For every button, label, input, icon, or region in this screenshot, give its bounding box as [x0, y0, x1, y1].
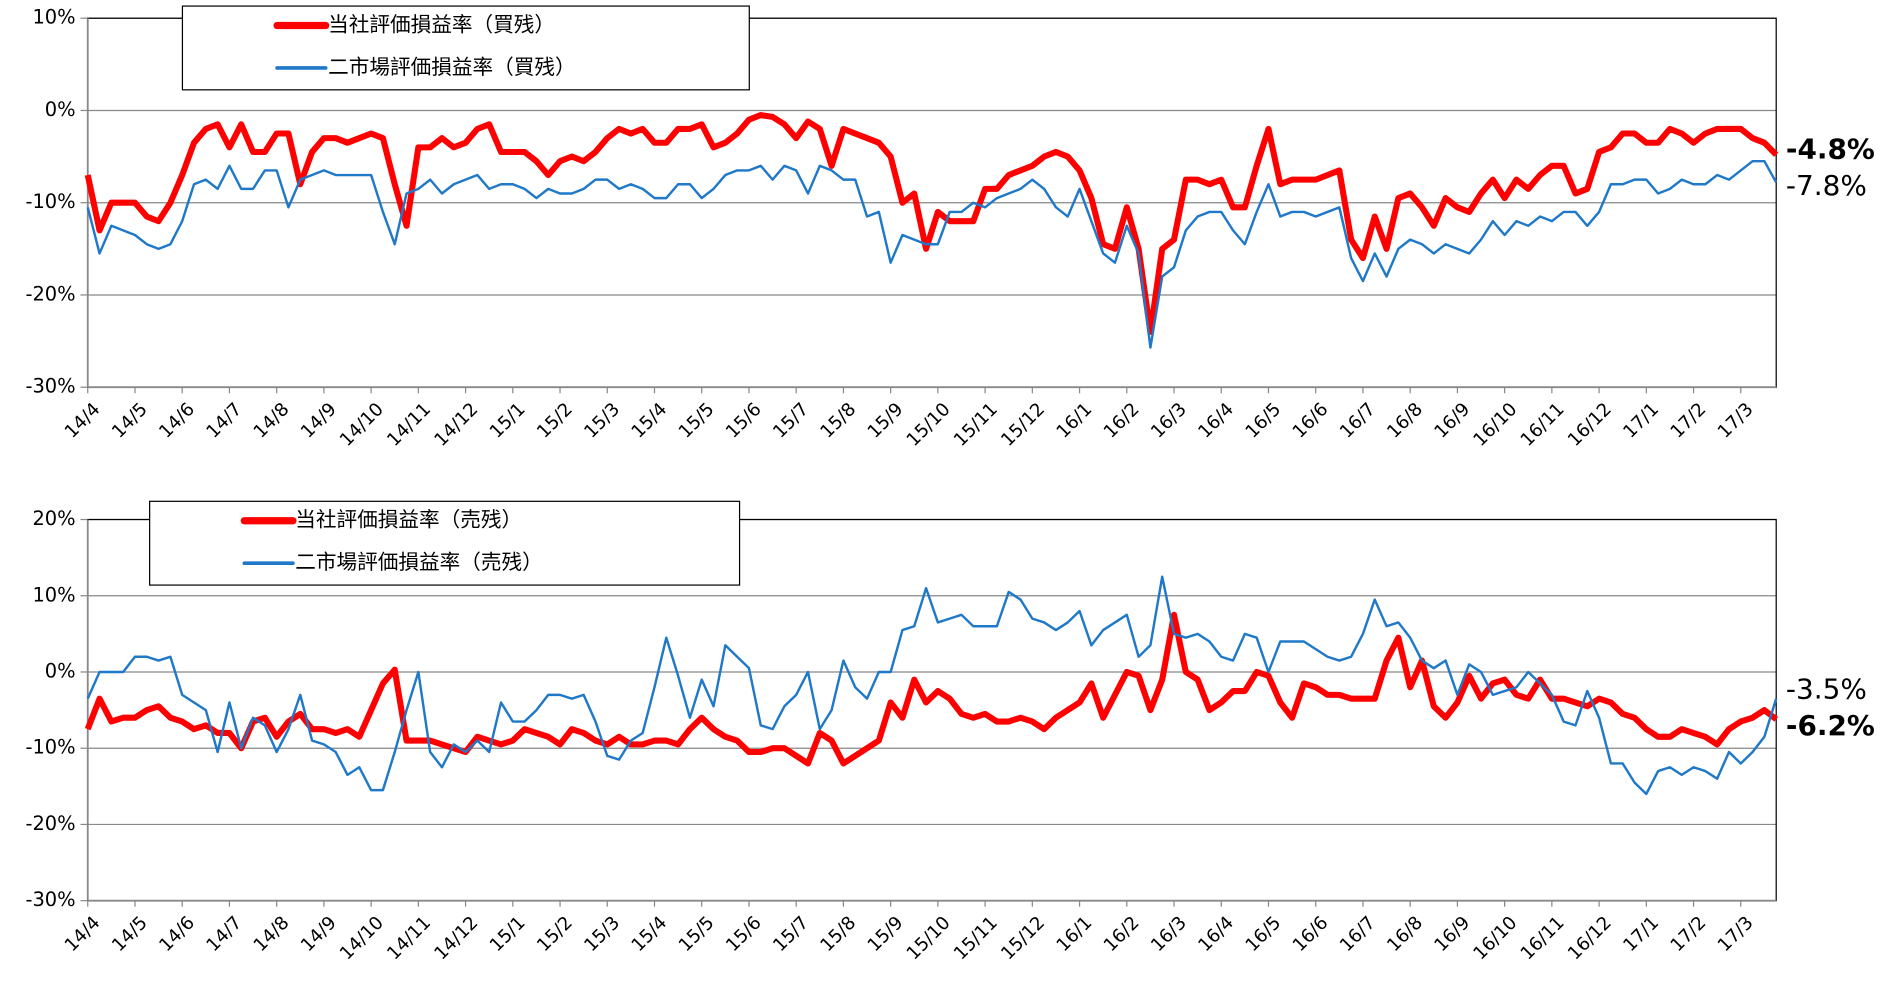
end-label: -6.2% [1786, 709, 1875, 742]
x-tick-label: 15/5 [675, 912, 719, 956]
x-tick-label: 17/3 [1714, 912, 1758, 956]
x-tick-label: 14/7 [202, 399, 246, 443]
series-line [86, 159, 1778, 349]
x-tick-label: 17/1 [1619, 912, 1663, 956]
x-tick-label: 16/3 [1147, 399, 1191, 443]
series-line [84, 112, 1779, 335]
x-tick-label: 15/1 [486, 399, 530, 443]
x-tick-label: 16/7 [1336, 399, 1380, 443]
x-tick-label: 16/5 [1242, 912, 1286, 956]
x-tick-label: 14/7 [202, 912, 246, 956]
x-tick-label: 15/7 [769, 399, 813, 443]
x-tick-label: 15/2 [533, 399, 577, 443]
x-tick-label: 15/11 [950, 399, 1002, 451]
x-tick-label: 15/6 [722, 399, 766, 443]
x-tick-label: 15/4 [628, 912, 672, 956]
x-tick-label: 16/8 [1383, 912, 1427, 956]
y-tick-label: 10% [32, 6, 75, 29]
x-tick-label: 16/1 [1053, 399, 1097, 443]
y-tick-label: 0% [45, 98, 76, 121]
x-tick-label: 15/12 [997, 912, 1049, 964]
legend-label: 二市場評価損益率（売残） [295, 550, 543, 574]
x-tick-label: 14/9 [297, 912, 341, 956]
x-tick-label: 17/2 [1667, 399, 1711, 443]
x-tick-label: 15/7 [769, 912, 813, 956]
y-tick-label: 10% [32, 583, 75, 606]
x-tick-label: 14/11 [383, 399, 435, 451]
x-tick-label: 16/8 [1383, 399, 1427, 443]
x-tick-label: 15/12 [997, 399, 1049, 451]
x-tick-label: 15/1 [486, 912, 530, 956]
x-tick-label: 15/11 [950, 912, 1002, 964]
x-tick-label: 15/3 [580, 399, 624, 443]
x-tick-label: 16/11 [1517, 912, 1569, 964]
x-tick-label: 16/4 [1194, 399, 1238, 443]
y-tick-label: -20% [25, 282, 75, 305]
x-tick-label: 16/9 [1430, 399, 1474, 443]
x-tick-label: 15/8 [816, 399, 860, 443]
x-tick-label: 16/2 [1100, 399, 1144, 443]
x-tick-label: 15/9 [864, 912, 908, 956]
x-tick-label: 15/6 [722, 912, 766, 956]
y-tick-label: -10% [25, 736, 75, 759]
x-tick-label: 14/12 [430, 912, 482, 964]
y-tick-label: -10% [25, 190, 75, 213]
y-tick-label: -20% [25, 812, 75, 835]
x-tick-label: 17/2 [1667, 912, 1711, 956]
legend-box [149, 500, 741, 586]
x-tick-label: 14/8 [250, 399, 294, 443]
x-tick-label: 14/10 [336, 912, 388, 964]
x-tick-label: 16/6 [1289, 912, 1333, 956]
x-tick-label: 15/8 [816, 912, 860, 956]
x-tick-label: 14/9 [297, 399, 341, 443]
x-tick-label: 15/4 [628, 399, 672, 443]
series-line [86, 575, 1778, 796]
legend-box [181, 5, 750, 91]
x-tick-label: 14/5 [108, 912, 152, 956]
x-tick-label: 14/11 [383, 912, 435, 964]
x-tick-label: 16/5 [1242, 399, 1286, 443]
x-tick-label: 14/4 [61, 912, 105, 956]
y-tick-label: -30% [25, 888, 75, 911]
x-tick-label: 14/8 [250, 912, 294, 956]
x-tick-label: 15/10 [903, 399, 955, 451]
legend-label: 当社評価損益率（売残） [295, 508, 522, 532]
y-tick-label: 20% [32, 507, 75, 530]
x-tick-label: 16/6 [1289, 399, 1333, 443]
x-tick-label: 15/3 [580, 912, 624, 956]
y-tick-label: 0% [45, 659, 76, 682]
x-tick-label: 14/12 [430, 399, 482, 451]
x-tick-label: 16/7 [1336, 912, 1380, 956]
end-label: -7.8% [1786, 169, 1867, 202]
x-tick-label: 17/3 [1714, 399, 1758, 443]
x-tick-label: 15/5 [675, 399, 719, 443]
x-tick-label: 14/4 [61, 399, 105, 443]
x-tick-label: 15/2 [533, 912, 577, 956]
x-tick-label: 14/6 [155, 912, 199, 956]
x-tick-label: 15/9 [864, 399, 908, 443]
x-tick-label: 16/4 [1194, 912, 1238, 956]
x-tick-label: 16/2 [1100, 912, 1144, 956]
end-label: -4.8% [1786, 132, 1875, 165]
x-tick-label: 16/11 [1517, 399, 1569, 451]
x-tick-label: 17/1 [1619, 399, 1663, 443]
x-tick-label: 16/10 [1469, 399, 1521, 451]
x-tick-label: 14/6 [155, 399, 199, 443]
legend-label: 当社評価損益率（買残） [328, 12, 555, 36]
x-tick-label: 16/12 [1564, 399, 1616, 451]
legend-label: 二市場評価損益率（買残） [328, 55, 576, 79]
x-tick-label: 16/3 [1147, 912, 1191, 956]
y-tick-label: -30% [25, 375, 75, 398]
x-tick-label: 16/12 [1564, 912, 1616, 964]
series-line [84, 611, 1779, 767]
x-tick-label: 15/10 [903, 912, 955, 964]
end-label: -3.5% [1786, 673, 1867, 706]
x-tick-label: 14/5 [108, 399, 152, 443]
x-tick-label: 16/10 [1469, 912, 1521, 964]
x-tick-label: 16/9 [1430, 912, 1474, 956]
x-tick-label: 14/10 [336, 399, 388, 451]
x-tick-label: 16/1 [1053, 912, 1097, 956]
